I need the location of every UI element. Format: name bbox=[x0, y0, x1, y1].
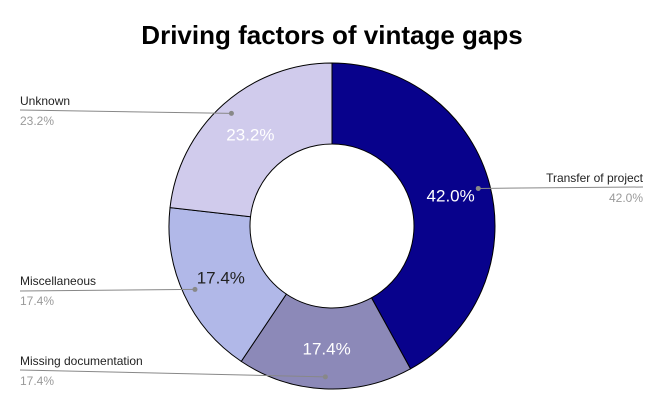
slice-miscellaneous bbox=[168, 207, 288, 363]
slice-value-label-transfer-of-project: 42.0% bbox=[427, 187, 475, 206]
callout-line-miscellaneous bbox=[19, 288, 195, 292]
callout-label-missing-documentation: Missing documentation bbox=[20, 354, 143, 368]
slice-missing-documentation bbox=[240, 293, 412, 390]
slice-value-label-missing-documentation: 17.4% bbox=[303, 339, 351, 358]
slice-unknown bbox=[169, 62, 333, 218]
callout-line-transfer-of-project bbox=[478, 186, 644, 189]
slice-value-label-unknown: 23.2% bbox=[226, 126, 274, 145]
slice-transfer-of-project bbox=[331, 62, 496, 370]
callout-value-unknown: 23.2% bbox=[20, 114, 54, 128]
callout-value-transfer-of-project: 42.0% bbox=[609, 191, 643, 205]
callout-label-transfer-of-project: Transfer of project bbox=[546, 171, 644, 185]
chart-title: Driving factors of vintage gaps bbox=[141, 20, 523, 50]
callout-label-miscellaneous: Miscellaneous bbox=[20, 274, 96, 288]
callout-label-unknown: Unknown bbox=[20, 94, 70, 108]
slice-value-label-miscellaneous: 17.4% bbox=[197, 268, 245, 287]
callout-line-missing-documentation bbox=[19, 369, 326, 378]
callout-value-miscellaneous: 17.4% bbox=[20, 294, 54, 308]
callout-line-unknown bbox=[19, 109, 232, 114]
callout-value-missing-documentation: 17.4% bbox=[20, 374, 54, 388]
